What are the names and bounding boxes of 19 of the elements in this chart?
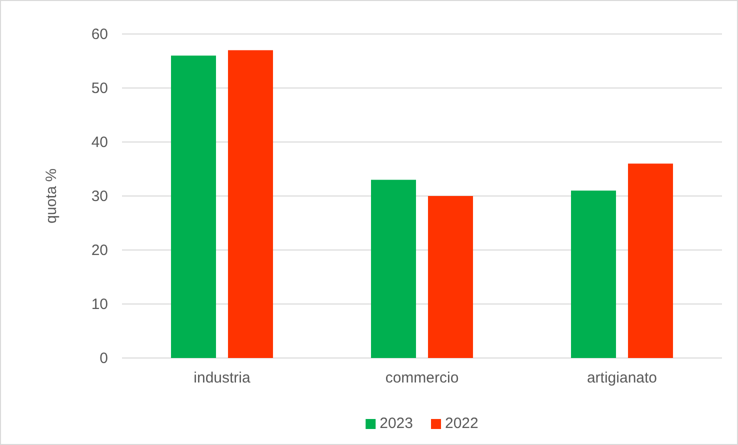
y-tick-label: 0 [100,350,108,367]
bar [628,164,673,358]
bar [228,50,273,358]
legend-label: 2023 [380,415,413,432]
y-tick-label: 50 [91,80,108,97]
y-tick-label: 30 [91,188,108,205]
y-axis-title: quota % [43,168,60,224]
bar [171,56,216,358]
y-tick-label: 20 [91,242,108,259]
bar [571,190,616,358]
x-tick-label: commercio [385,370,459,387]
bar [371,180,416,358]
legend-label: 2022 [445,415,478,432]
y-tick-label: 40 [91,134,108,151]
x-tick-label: industria [194,370,252,387]
y-tick-label: 10 [91,296,108,313]
bar [428,196,473,358]
y-tick-label: 60 [91,26,108,43]
x-tick-label: artigianato [586,370,658,387]
